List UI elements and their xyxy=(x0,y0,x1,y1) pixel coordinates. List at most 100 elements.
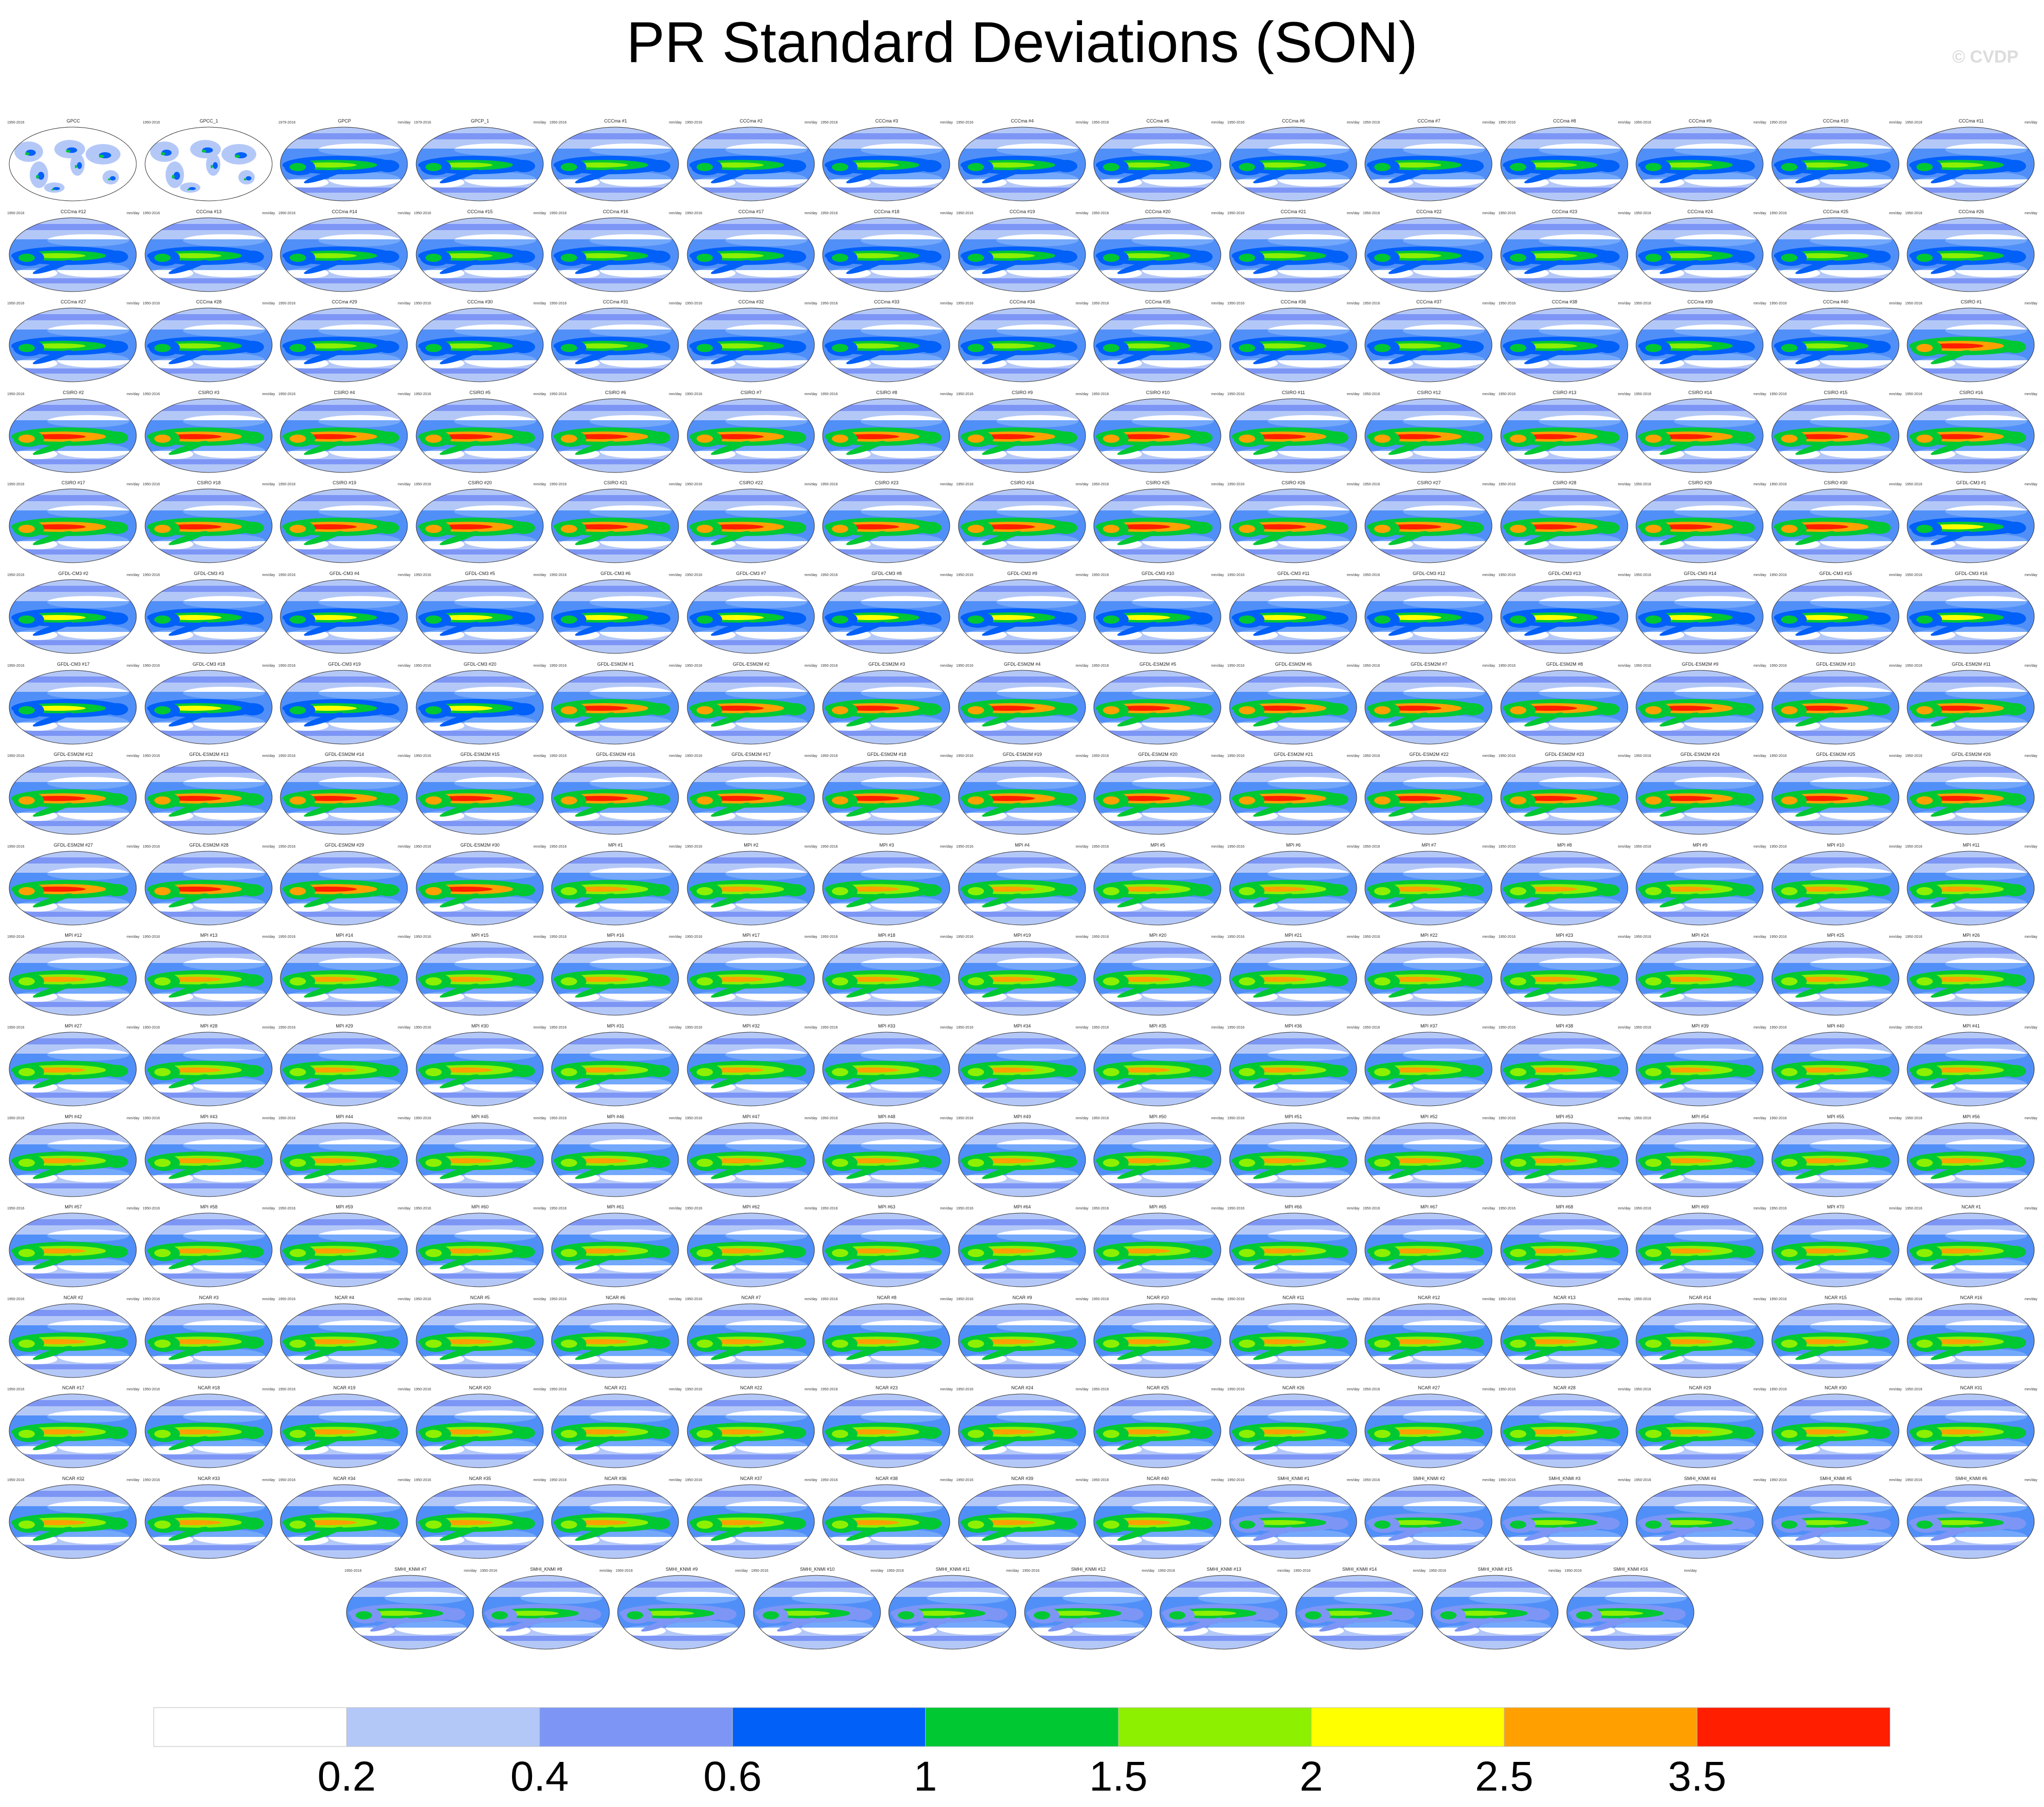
storm-track xyxy=(823,495,950,502)
indian-ocean xyxy=(1781,434,1797,443)
world-map xyxy=(416,217,543,292)
atlantic-itcz xyxy=(1868,522,1891,535)
world-map xyxy=(416,398,543,473)
map-panel: NCAR #26 1950-2016 mm/day xyxy=(1227,1385,1361,1471)
panel-title: CCCma #24 xyxy=(1687,209,1713,214)
world-map xyxy=(145,127,272,201)
world-map xyxy=(1093,127,1221,201)
atlantic-itcz xyxy=(1868,250,1891,263)
panel-units: mm/day xyxy=(2025,935,2037,939)
indian-ocean xyxy=(1374,344,1391,353)
panel-title: GFDL-CM3 #19 xyxy=(328,661,361,667)
atlantic-itcz xyxy=(1325,1336,1348,1349)
world-map xyxy=(1771,760,1899,835)
map-panel: CCCma #3 1950-2016 mm/day xyxy=(820,118,954,204)
panel-years: 1950-2016 xyxy=(956,1116,973,1120)
panel-years: 1950-2016 xyxy=(7,1479,25,1482)
storm-track xyxy=(416,314,543,321)
indian-ocean xyxy=(1103,434,1119,443)
panel-years: 1950-2016 xyxy=(1363,1388,1380,1392)
panel-title: CSIRO #29 xyxy=(1688,480,1712,486)
panel-units: mm/day xyxy=(940,211,953,215)
panel-units: mm/day xyxy=(1211,573,1224,577)
panel-units: mm/day xyxy=(1618,573,1631,577)
panel-title: MPI #13 xyxy=(200,933,218,938)
map-panel: NCAR #33 1950-2016 mm/day xyxy=(142,1475,276,1562)
panel-title: NCAR #12 xyxy=(1418,1295,1440,1300)
map-panel: GFDL-ESM2M #23 1950-2016 mm/day xyxy=(1498,751,1632,837)
atlantic-itcz xyxy=(512,1155,535,1168)
indian-ocean xyxy=(1509,1430,1526,1439)
panel-title: GFDL-CM3 #9 xyxy=(1007,571,1037,576)
map-panel: CSIRO #24 1950-2016 mm/day xyxy=(955,480,1090,566)
world-map xyxy=(1229,488,1357,563)
atlantic-itcz xyxy=(1325,160,1348,172)
world-map xyxy=(1093,1484,1221,1559)
world-map xyxy=(1229,127,1357,201)
storm-track xyxy=(1771,857,1899,864)
storm-track xyxy=(1636,133,1763,139)
storm-track xyxy=(145,1400,272,1407)
storm-track xyxy=(1229,767,1357,773)
panel-years: 1950-2016 xyxy=(414,1026,431,1030)
atlantic-itcz xyxy=(1732,431,1755,444)
panel-title: GFDL-CM3 #1 xyxy=(1956,480,1987,486)
panel-years: 1950-2016 xyxy=(956,1479,973,1482)
panel-units: mm/day xyxy=(1075,664,1089,668)
panel-units: mm/day xyxy=(1482,754,1495,758)
panel-units: mm/day xyxy=(1211,754,1224,758)
storm-track xyxy=(958,1219,1086,1226)
panel-title: NCAR #32 xyxy=(62,1476,85,1481)
panel-units: mm/day xyxy=(1211,845,1224,849)
indian-ocean xyxy=(1916,525,1933,533)
map-panel: GFDL-CM3 #7 1950-2016 mm/day xyxy=(684,570,819,656)
indian-ocean xyxy=(696,253,713,262)
world-map xyxy=(1907,1393,2035,1468)
map-panel: MPI #33 1950-2016 mm/day xyxy=(820,1023,954,1109)
indian-ocean xyxy=(425,163,442,171)
map-panel: NCAR #31 1950-2016 mm/day xyxy=(1904,1385,2038,1471)
panel-units: mm/day xyxy=(2025,1207,2037,1211)
storm-track xyxy=(145,404,272,411)
data-patch xyxy=(187,189,190,191)
atlantic-itcz xyxy=(1461,1336,1484,1349)
atlantic-itcz xyxy=(919,884,942,896)
indian-ocean xyxy=(1509,887,1526,895)
atlantic-itcz xyxy=(1054,341,1077,354)
panel-units: mm/day xyxy=(398,211,411,215)
panel-title: MPI #8 xyxy=(1557,842,1572,848)
panel-units: mm/day xyxy=(1618,483,1631,487)
world-map xyxy=(551,941,679,1016)
panel-title: MPI #70 xyxy=(1827,1204,1845,1210)
storm-track xyxy=(1636,676,1763,683)
indian-ocean xyxy=(290,1068,306,1076)
atlantic-itcz xyxy=(106,884,128,896)
indian-ocean xyxy=(290,1158,306,1167)
map-panel: CCCma #25 1950-2016 mm/day xyxy=(1769,209,1903,295)
map-panel: MPI #26 1950-2016 mm/day xyxy=(1904,932,2038,1018)
atlantic-itcz xyxy=(1054,1065,1077,1077)
panel-years: 1950-2016 xyxy=(821,211,838,215)
atlantic-itcz xyxy=(377,1427,399,1440)
panel-units: mm/day xyxy=(804,302,817,306)
map-outline xyxy=(1364,127,1493,201)
panel-title: CCCma #21 xyxy=(1280,209,1306,214)
indian-ocean xyxy=(696,887,713,895)
atlantic-itcz xyxy=(783,612,806,625)
map-panel: GFDL-CM3 #10 1950-2016 mm/day xyxy=(1091,570,1225,656)
indian-ocean xyxy=(1374,163,1391,171)
world-map xyxy=(687,670,814,745)
atlantic-itcz xyxy=(1868,160,1891,172)
storm-track xyxy=(1636,857,1763,864)
atlantic-itcz xyxy=(1461,793,1484,806)
panel-units: mm/day xyxy=(262,1026,275,1030)
panel-units: mm/day xyxy=(1346,211,1360,215)
panel-units: mm/day xyxy=(1075,1207,1089,1211)
world-map xyxy=(1229,670,1357,745)
map-panel: CCCma #38 1950-2016 mm/day xyxy=(1498,299,1632,385)
panel-title: GPCP xyxy=(338,118,351,124)
storm-track xyxy=(1365,1128,1492,1135)
storm-track xyxy=(823,1491,950,1497)
panel-title: CCCma #11 xyxy=(1958,118,1984,124)
indian-ocean xyxy=(1103,344,1119,353)
